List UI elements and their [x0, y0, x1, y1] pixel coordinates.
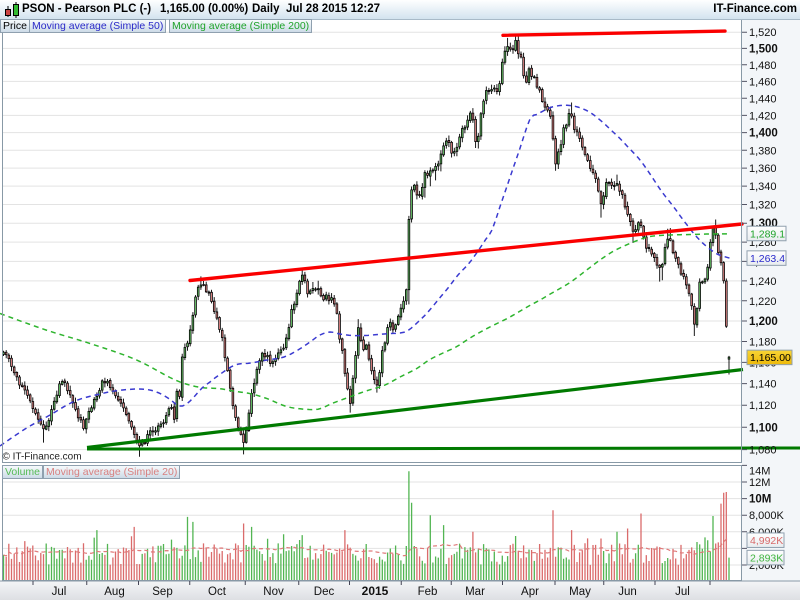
svg-text:1,400: 1,400: [749, 128, 778, 140]
svg-text:1,240: 1,240: [749, 276, 777, 288]
svg-text:1,380: 1,380: [749, 145, 777, 157]
svg-text:1,120: 1,120: [749, 400, 777, 412]
svg-text:1,263.4: 1,263.4: [750, 253, 785, 265]
svg-text:Jul: Jul: [52, 586, 67, 598]
svg-text:2,893K: 2,893K: [750, 552, 783, 564]
svg-text:Feb: Feb: [418, 586, 438, 598]
svg-text:1,460: 1,460: [749, 76, 777, 88]
svg-text:Oct: Oct: [208, 586, 227, 598]
svg-text:1,340: 1,340: [749, 181, 777, 193]
svg-text:12M: 12M: [749, 477, 770, 489]
svg-text:14M: 14M: [749, 466, 770, 478]
svg-text:Apr: Apr: [521, 586, 539, 598]
svg-text:1,200: 1,200: [749, 316, 778, 328]
svg-text:1,100: 1,100: [749, 422, 778, 434]
svg-text:1,165.00: 1,165.00: [750, 352, 791, 364]
svg-text:1,420: 1,420: [749, 110, 777, 122]
svg-text:Jul: Jul: [675, 586, 690, 598]
svg-text:Nov: Nov: [263, 586, 284, 598]
svg-text:Dec: Dec: [314, 586, 335, 598]
svg-text:8,000K: 8,000K: [749, 510, 785, 522]
svg-text:1,480: 1,480: [749, 60, 777, 72]
svg-text:1,140: 1,140: [749, 379, 777, 391]
svg-text:1,500: 1,500: [749, 43, 778, 55]
svg-text:2015: 2015: [362, 584, 389, 598]
svg-text:Jun: Jun: [618, 586, 637, 598]
svg-text:Aug: Aug: [104, 586, 124, 598]
svg-text:1,360: 1,360: [749, 163, 777, 175]
svg-text:1,220: 1,220: [749, 296, 777, 308]
svg-text:Sep: Sep: [152, 586, 172, 598]
svg-text:4,992K: 4,992K: [750, 535, 783, 547]
svg-text:1,180: 1,180: [749, 337, 777, 349]
svg-text:1,289.1: 1,289.1: [750, 228, 785, 240]
svg-text:1,320: 1,320: [749, 200, 777, 212]
svg-text:© IT-Finance.com: © IT-Finance.com: [3, 452, 82, 463]
svg-text:1,440: 1,440: [749, 93, 777, 105]
svg-text:10M: 10M: [749, 494, 771, 506]
svg-text:1,520: 1,520: [749, 27, 777, 39]
svg-text:May: May: [569, 586, 591, 598]
svg-text:Mar: Mar: [465, 586, 485, 598]
svg-text:1,080: 1,080: [749, 445, 777, 457]
